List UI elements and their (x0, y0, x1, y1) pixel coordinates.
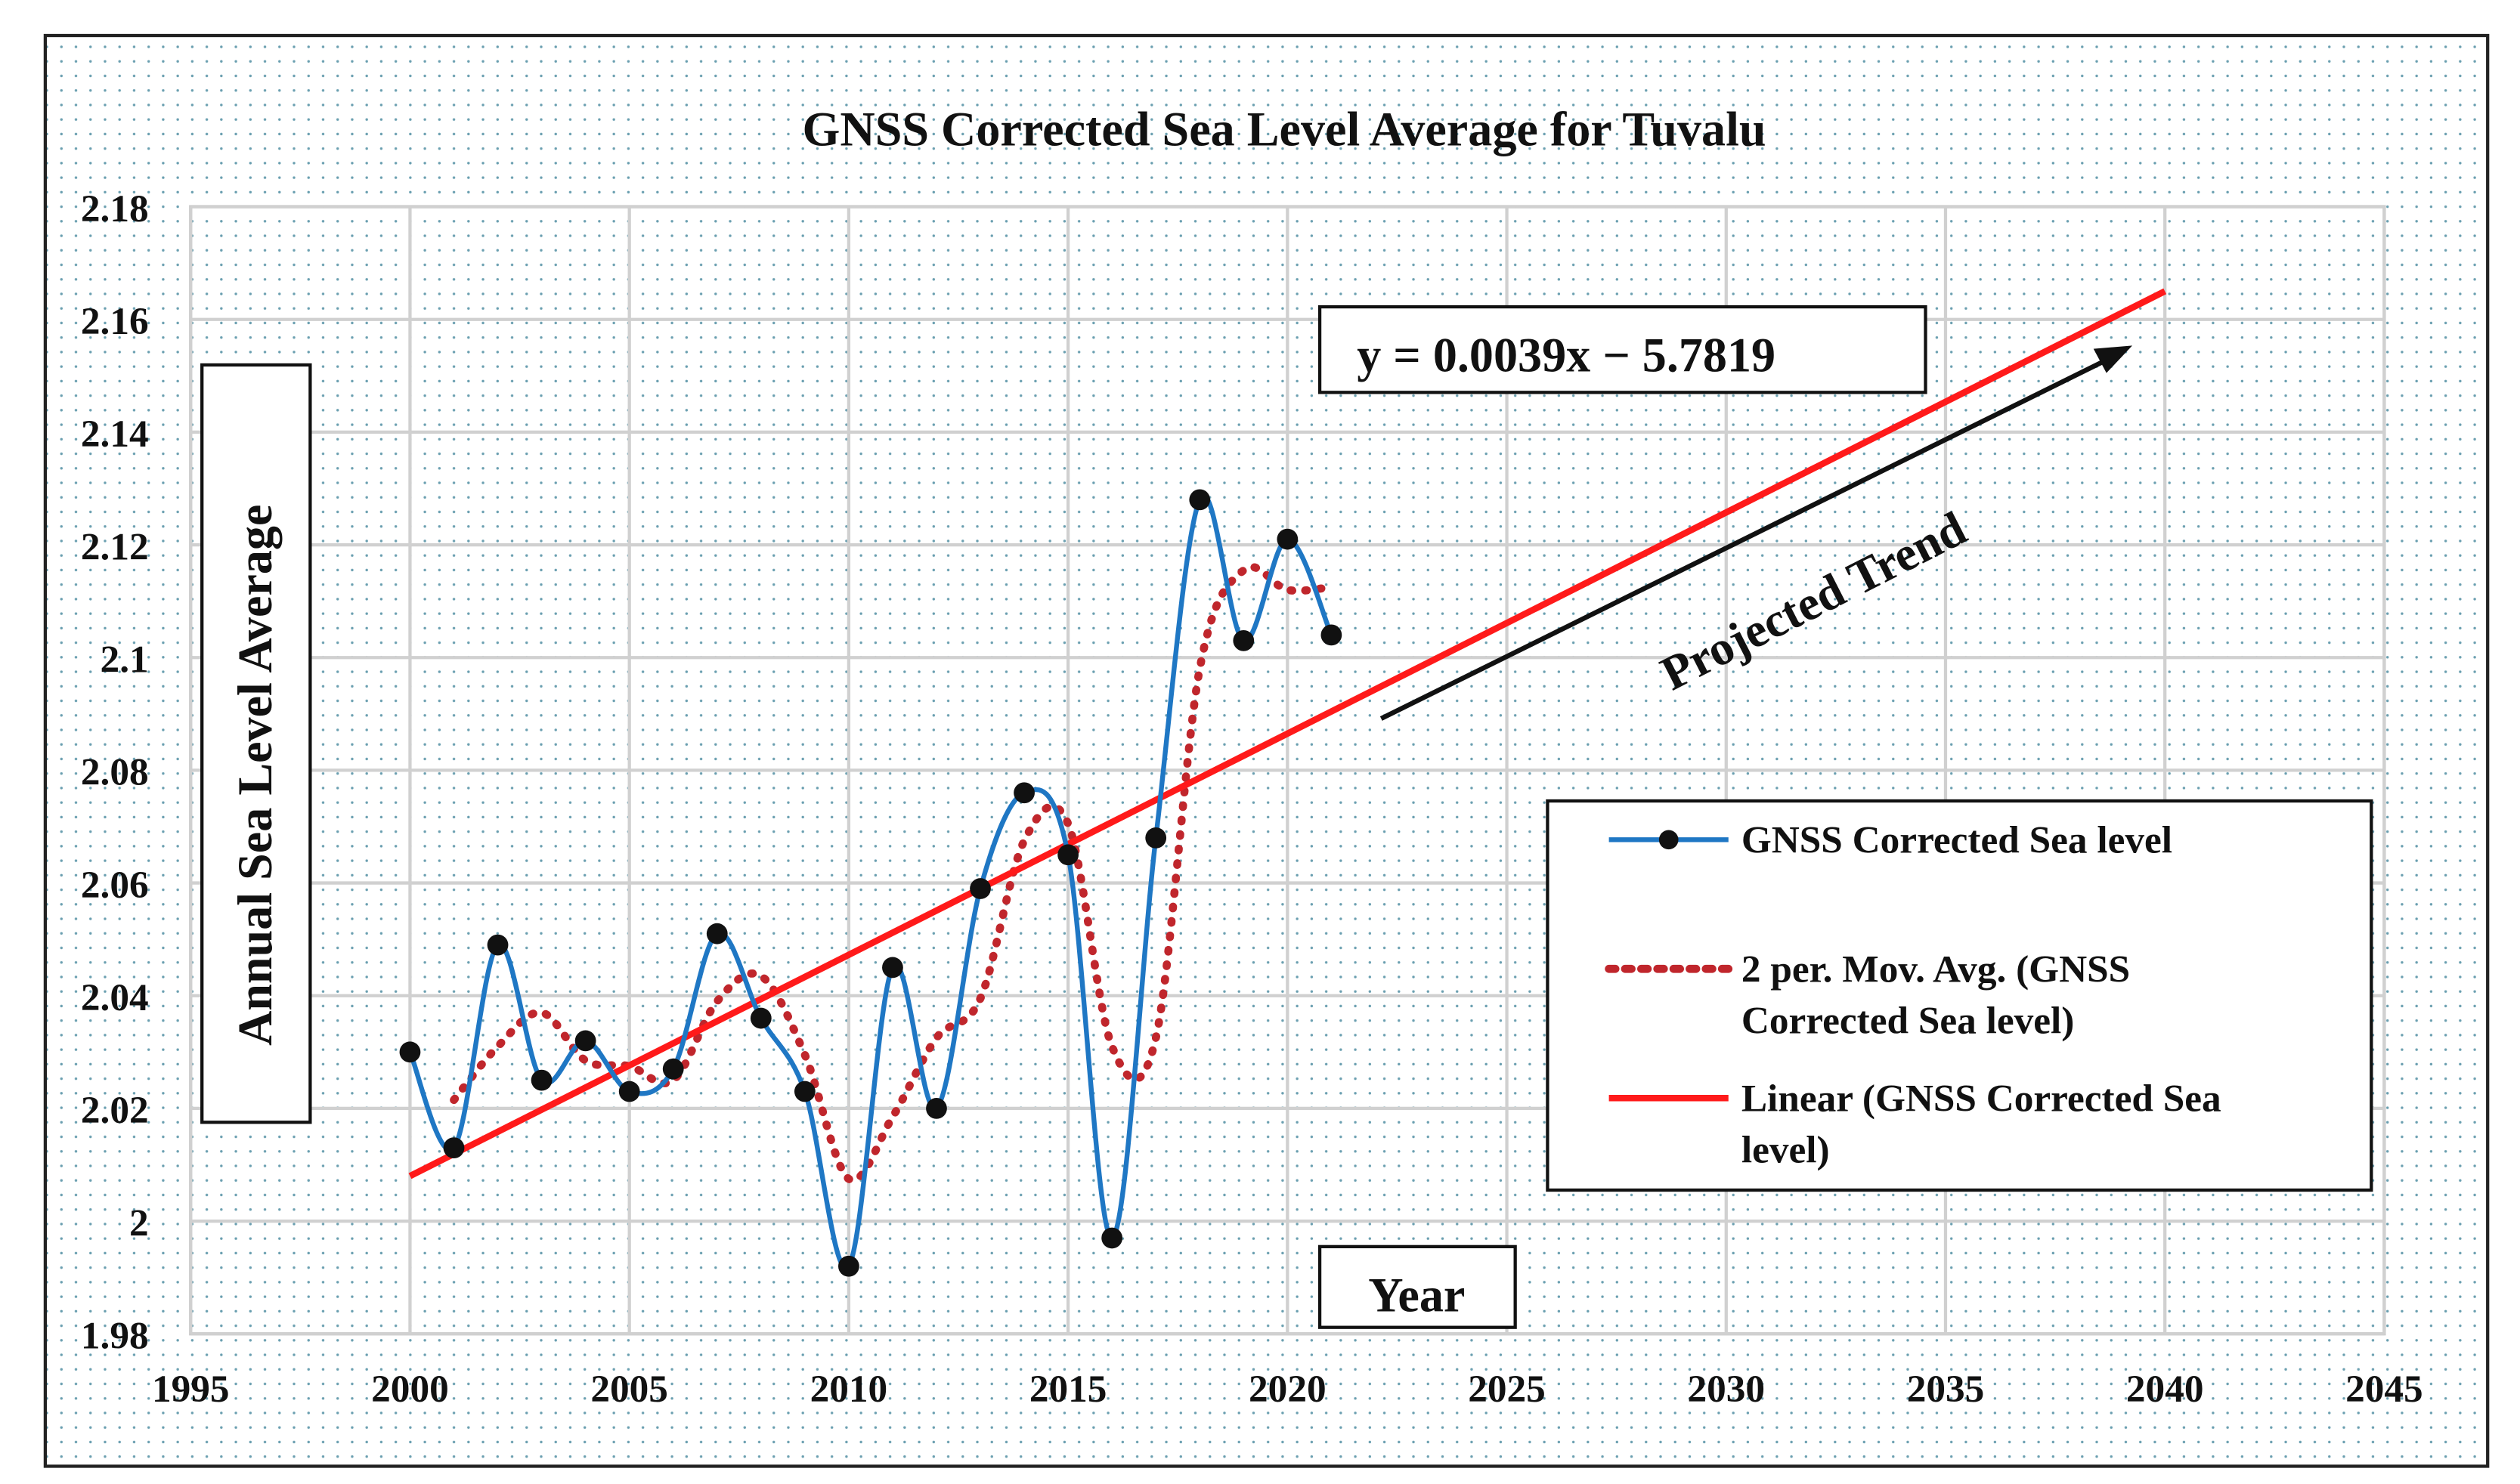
gnss-data-point (750, 1007, 772, 1029)
legend-label-linear-line1: Linear (GNSS Corrected Sea (1741, 1077, 2221, 1120)
y-tick-label: 2.18 (81, 187, 149, 230)
gnss-data-point (531, 1069, 553, 1091)
y-tick-label: 2.16 (81, 300, 149, 343)
legend-label-gnss: GNSS Corrected Sea level (1741, 818, 2172, 861)
legend-label-linear-line2: level) (1741, 1129, 1830, 1172)
gnss-data-point (399, 1041, 421, 1063)
gnss-data-point (487, 934, 509, 956)
x-tick-label: 2040 (2126, 1368, 2204, 1411)
gnss-data-point (1145, 827, 1167, 849)
trend-equation: y = 0.0039x − 5.7819 (1357, 329, 1775, 382)
gnss-data-point (662, 1058, 684, 1080)
y-tick-label: 2.14 (81, 413, 149, 456)
series-marks (399, 288, 2167, 1277)
x-tick-label: 1995 (152, 1368, 230, 1411)
y-tick-labels: 1.98 2 2.02 2.04 2.06 2.08 2.1 2.12 2.14 2.16 2.18 (81, 187, 149, 1358)
x-tick-label: 2045 (2345, 1368, 2423, 1411)
x-tick-label: 2010 (810, 1368, 888, 1411)
legend: GNSS Corrected Sea level 2 per. Mov. Avg… (1546, 799, 2373, 1192)
x-tick-label: 2015 (1029, 1368, 1107, 1411)
gnss-data-point (706, 923, 728, 945)
y-axis-label: Annual Sea Level Average (228, 505, 282, 1046)
gnss-data-point (574, 1030, 596, 1052)
x-tick-label: 2030 (1687, 1368, 1765, 1411)
legend-label-moving-average-line1: 2 per. Mov. Avg. (GNSS (1741, 948, 2130, 991)
gnss-data-point (1277, 528, 1299, 550)
equation-box (1317, 305, 1927, 394)
x-tick-label: 2020 (1249, 1368, 1327, 1411)
gnss-series-line (407, 493, 1334, 1271)
gnss-data-point (1189, 489, 1211, 511)
legend-box (1546, 799, 2373, 1192)
gnss-data-point (1057, 844, 1079, 866)
linear-trendline (408, 288, 2167, 1179)
gnss-data-point (443, 1137, 465, 1159)
x-axis-label-box (1317, 1244, 1517, 1329)
x-tick-label: 2025 (1468, 1368, 1546, 1411)
y-axis-label-box (200, 363, 312, 1124)
x-tick-label: 2000 (371, 1368, 449, 1411)
y-tick-label: 2.04 (81, 976, 149, 1019)
gnss-data-point (970, 878, 991, 899)
gnss-data-point (1233, 629, 1255, 651)
y-tick-label: 2.06 (81, 864, 149, 907)
y-tick-label: 2.1 (101, 638, 149, 681)
gnss-data-point (1014, 782, 1035, 804)
legend-label-moving-average-line2: Corrected Sea level) (1741, 1000, 2074, 1043)
y-tick-label: 1.98 (81, 1314, 149, 1357)
chart-frame (43, 33, 2490, 1468)
gnss-data-point (794, 1081, 816, 1102)
y-tick-label: 2.12 (81, 525, 149, 568)
gnss-data-point (926, 1098, 947, 1119)
x-tick-label: 2035 (1907, 1368, 1985, 1411)
y-tick-label: 2.08 (81, 751, 149, 794)
projected-trend-arrow (1379, 353, 2118, 721)
gnss-data-point (838, 1255, 859, 1277)
legend-marker-gnss (1658, 830, 1679, 850)
chart-title: GNSS Corrected Sea Level Average for Tuv… (803, 102, 1766, 156)
x-tick-labels: 1995 2000 2005 2010 2015 2020 2025 2030 2035 2040… (152, 1368, 2423, 1411)
x-axis-label: Year (1368, 1268, 1465, 1322)
gnss-data-point (882, 957, 903, 979)
arrow-head-icon (2093, 345, 2133, 373)
gnss-data-point (618, 1081, 640, 1102)
gnss-data-point (1320, 624, 1342, 646)
gnss-data-point (1101, 1227, 1123, 1249)
x-tick-label: 2005 (590, 1368, 668, 1411)
y-tick-label: 2.02 (81, 1089, 149, 1132)
y-tick-label: 2 (129, 1201, 149, 1244)
